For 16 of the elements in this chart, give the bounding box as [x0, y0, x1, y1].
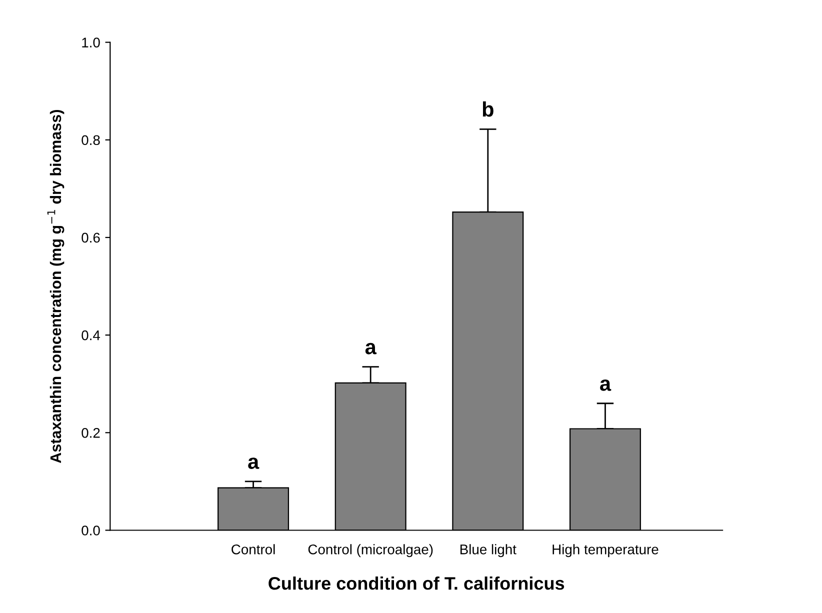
x-tick-label: High temperature: [552, 544, 658, 558]
y-tick-label: 1.0: [82, 38, 100, 48]
y-axis-title: Astaxanthin concentration (mg g$^{−1}$ dry biomass): [47, 110, 64, 464]
x-tick-label: Blue light: [460, 544, 516, 558]
y-tick-label: 0.6: [82, 232, 100, 243]
annotation: a: [248, 458, 260, 469]
y-tick-label: 0.0: [82, 526, 100, 536]
annotation: b: [482, 101, 494, 117]
annotation: a: [365, 342, 377, 354]
annotation: a: [600, 380, 612, 391]
x-tick-label: Control (microalgae): [308, 544, 433, 558]
x-tick-label: Control: [232, 544, 275, 554]
y-tick-label: 0.4: [82, 330, 100, 340]
y-tick-label: 0.2: [82, 428, 100, 438]
y-tick-label: 0.8: [82, 135, 100, 146]
x-axis-title: Culture condition of T. californicus: [268, 576, 564, 590]
